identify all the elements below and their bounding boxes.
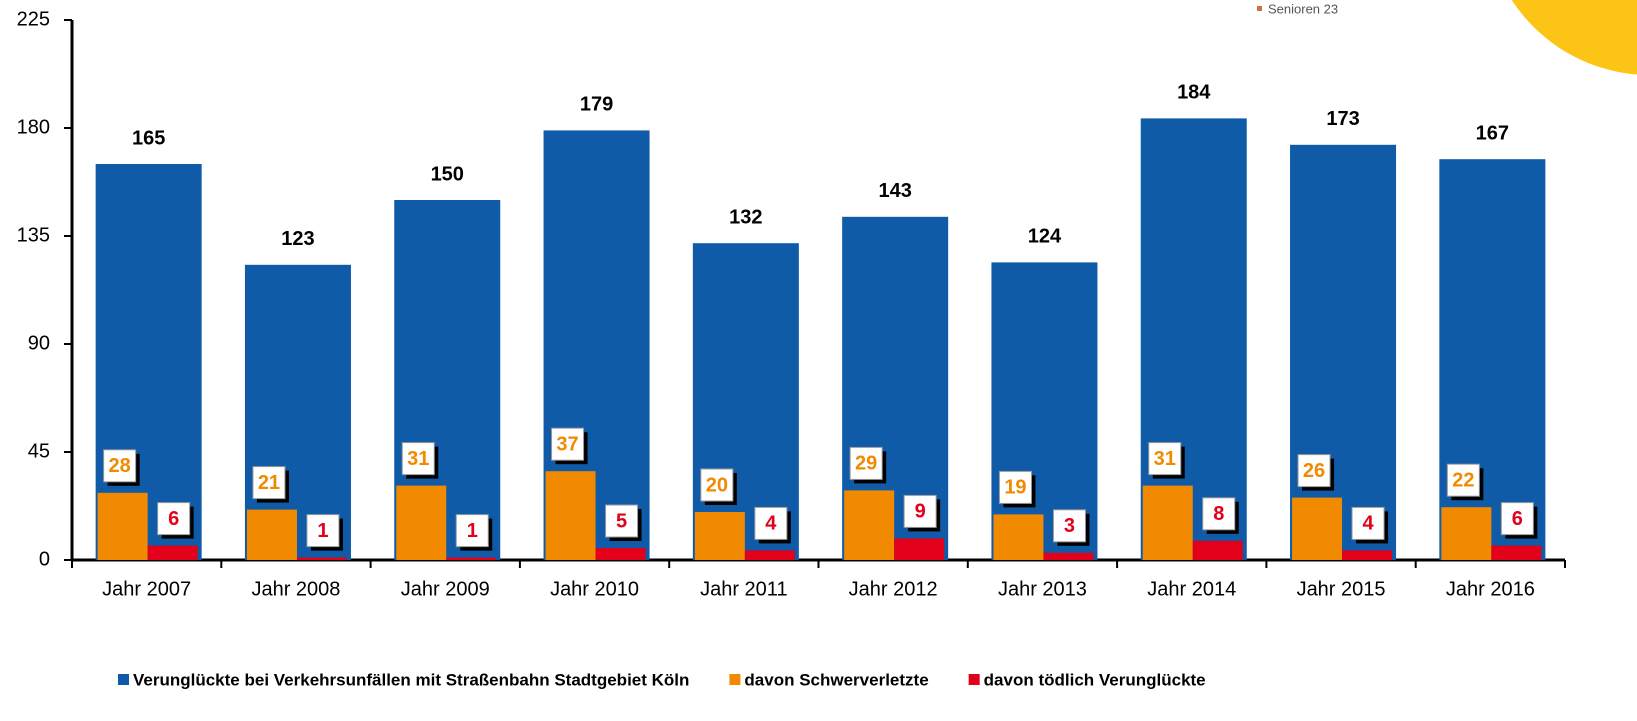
label-box	[1446, 463, 1480, 497]
label-box	[754, 506, 788, 540]
label-box	[903, 494, 937, 528]
legend-swatch	[729, 674, 741, 685]
x-tick-label: Jahr 2007	[102, 578, 191, 600]
note: Senioren 23	[1268, 1, 1338, 16]
x-tick-label: Jahr 2016	[1446, 578, 1535, 600]
value-label: 29	[855, 453, 877, 475]
y-tick-label: 180	[17, 116, 50, 138]
value-label: 19	[1004, 477, 1026, 499]
bar	[1043, 552, 1094, 560]
value-label: 1	[317, 520, 328, 542]
bar	[1342, 550, 1393, 560]
x-tick-label: Jahr 2010	[550, 578, 639, 600]
y-tick-label: 45	[28, 440, 50, 462]
bar	[1441, 507, 1492, 560]
decor-circle	[1511, 0, 1637, 75]
legend-swatch	[968, 674, 980, 685]
value-label: 124	[1028, 226, 1062, 248]
value-label: 1	[467, 520, 478, 542]
value-label: 6	[168, 508, 179, 530]
legend-label: Verunglückte bei Verkehrsunfällen mit St…	[133, 670, 689, 689]
label-box	[849, 446, 883, 480]
label-box	[306, 514, 340, 548]
value-label: 184	[1177, 82, 1211, 104]
bar	[147, 545, 198, 560]
label-box	[455, 514, 489, 548]
label-box	[1202, 497, 1236, 531]
value-label: 165	[132, 127, 165, 149]
x-tick-label: Jahr 2013	[998, 578, 1087, 600]
value-label: 5	[616, 510, 627, 532]
label-box	[1148, 442, 1182, 476]
label-box	[551, 427, 585, 461]
x-tick-label: Jahr 2015	[1297, 578, 1386, 600]
value-label: 20	[706, 474, 728, 496]
x-tick-label: Jahr 2014	[1147, 578, 1236, 600]
value-label: 4	[765, 513, 777, 535]
value-label: 8	[1213, 503, 1224, 525]
value-label: 143	[878, 180, 911, 202]
x-tick-label: Jahr 2012	[849, 578, 938, 600]
bar	[694, 512, 745, 560]
label-box	[1500, 502, 1534, 536]
bar	[545, 471, 596, 560]
legend-label: davon Schwerverletzte	[744, 670, 928, 689]
bar	[97, 492, 148, 560]
value-label: 31	[407, 448, 429, 470]
bar	[296, 557, 347, 560]
label-box	[998, 470, 1032, 504]
label-box	[157, 502, 191, 536]
bar	[1290, 144, 1397, 561]
value-label: 150	[431, 163, 464, 185]
bar	[1192, 540, 1243, 560]
value-label: 26	[1303, 460, 1325, 482]
value-label: 173	[1326, 108, 1359, 130]
label-box	[1052, 509, 1086, 543]
label-box	[103, 449, 137, 483]
bar	[1491, 545, 1542, 560]
value-label: 28	[109, 455, 131, 477]
value-label: 132	[729, 206, 762, 228]
value-label: 21	[258, 472, 280, 494]
bar	[993, 514, 1044, 560]
label-box	[1297, 454, 1331, 488]
x-tick-label: Jahr 2008	[251, 578, 340, 600]
value-label: 6	[1512, 508, 1523, 530]
label-box	[605, 504, 639, 538]
label-box	[252, 466, 286, 500]
legend-swatch	[118, 674, 129, 685]
bar	[894, 538, 945, 560]
value-label: 22	[1452, 469, 1474, 491]
x-tick-label: Jahr 2009	[401, 578, 490, 600]
note-marker	[1257, 6, 1262, 11]
value-label: 4	[1362, 513, 1374, 535]
x-tick-label: Jahr 2011	[700, 578, 787, 600]
bar	[246, 509, 297, 560]
bar	[446, 557, 497, 560]
label-box	[401, 442, 435, 476]
label-box	[700, 468, 734, 502]
bar	[1292, 497, 1343, 560]
value-label: 9	[915, 501, 926, 523]
value-label: 37	[556, 433, 578, 455]
bar	[1142, 485, 1193, 560]
value-label: 167	[1476, 122, 1509, 144]
value-label: 123	[281, 228, 314, 250]
label-box	[1351, 506, 1385, 540]
y-tick-label: 90	[28, 332, 50, 354]
bar	[396, 485, 447, 560]
y-tick-label: 225	[17, 8, 50, 30]
value-label: 3	[1064, 515, 1075, 537]
y-tick-label: 135	[17, 224, 50, 246]
bar	[744, 550, 795, 560]
bar	[595, 548, 646, 560]
y-tick-label: 0	[39, 548, 50, 570]
legend-label: davon tödlich Verunglückte	[984, 670, 1206, 689]
value-label: 31	[1154, 448, 1176, 470]
bar	[844, 490, 895, 560]
value-label: 179	[580, 94, 613, 116]
